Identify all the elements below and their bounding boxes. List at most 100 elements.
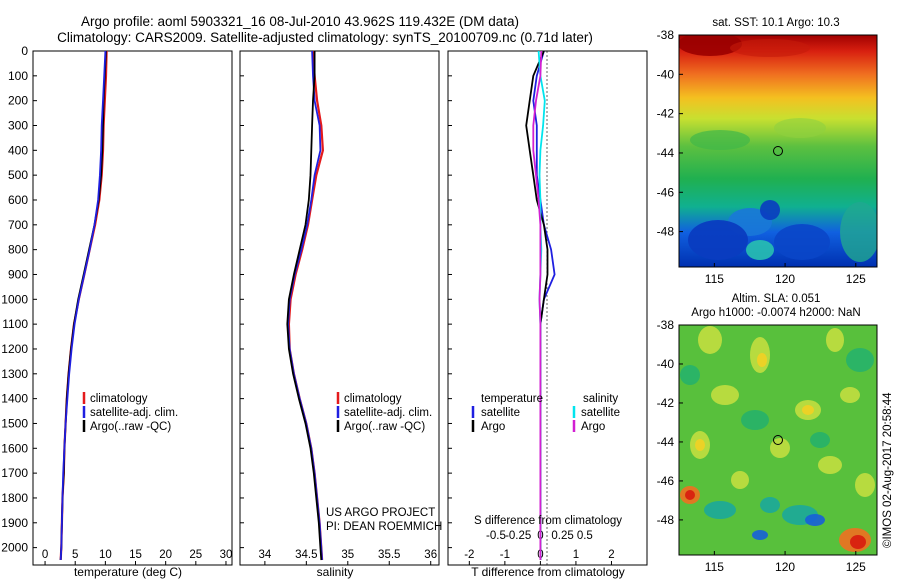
- series-line-climatology: [287, 50, 324, 561]
- sst-float-marker: [773, 146, 783, 156]
- sst-map-title: sat. SST: 10.1 Argo: 10.3: [712, 17, 839, 29]
- difference-series: [525, 50, 556, 560]
- temperature-x-ticks: 0 5 10 15 20 25 30: [42, 549, 232, 565]
- depth-tick-label: 2000: [1, 541, 28, 555]
- depth-tick-label: 1400: [1, 392, 28, 406]
- map-y-tick-label: -48: [657, 513, 675, 527]
- legend-label: Argo: [481, 421, 505, 433]
- salinity-legend: climatology satellite-adj. clim. Argo(..…: [336, 392, 432, 433]
- sst-map-frame: [678, 34, 878, 268]
- legend-label: Argo(..raw -QC): [344, 421, 425, 433]
- top-tick-label: -0.25: [505, 530, 531, 542]
- depth-tick-label: 0: [21, 44, 28, 58]
- map-x-tick-label: 115: [705, 272, 724, 286]
- depth-tick-label: 400: [8, 143, 28, 157]
- top-tick-label: -0.5: [486, 530, 506, 542]
- sst-map-y-ticks: -38 -40 -42 -44 -46 -48: [657, 28, 683, 239]
- sla-map-x-ticks: 115 120 125: [705, 551, 866, 574]
- credit-line1: US ARGO PROJECT: [326, 507, 435, 519]
- map-y-tick-label: -42: [657, 396, 675, 410]
- sst-map-x-ticks: 115 120 125: [705, 263, 866, 286]
- title-line2: Climatology: CARS2009. Satellite-adjuste…: [57, 30, 593, 45]
- x-tick-label: 36: [424, 549, 437, 561]
- x-tick-label: 34: [258, 549, 271, 561]
- legend-label: satellite-adj. clim.: [344, 407, 432, 419]
- depth-tick-label: 1900: [1, 516, 28, 530]
- map-x-tick-label: 115: [705, 560, 724, 574]
- x-tick-label: 1: [573, 549, 579, 561]
- map-x-tick-label: 120: [775, 272, 795, 286]
- map-y-tick-label: -46: [657, 185, 675, 199]
- depth-tick-label: 300: [8, 118, 28, 132]
- temperature-axes: [32, 50, 233, 566]
- legend-label: satellite: [581, 407, 620, 419]
- x-tick-label: 20: [159, 549, 172, 561]
- map-y-tick-label: -46: [657, 474, 675, 488]
- x-tick-label: 25: [189, 549, 202, 561]
- legend-heading-temperature: temperature: [481, 393, 543, 405]
- legend-label: Argo: [581, 421, 605, 433]
- temperature-series: [59, 50, 108, 561]
- depth-tick-label: 1300: [1, 367, 28, 381]
- series-line-argo-raw-qc-: [59, 50, 107, 561]
- depth-tick-label: 1600: [1, 441, 28, 455]
- series-line-argo-raw-qc-: [286, 51, 323, 561]
- depth-tick-label: 700: [8, 218, 28, 232]
- depth-tick-label: 1200: [1, 342, 28, 356]
- map-y-tick-label: -48: [657, 225, 675, 239]
- sla-map-frame: [678, 324, 878, 556]
- sla-heatmap: [679, 325, 877, 555]
- legend-label: satellite: [481, 407, 520, 419]
- x-tick-label: 34.5: [295, 549, 317, 561]
- depth-tick-label: 1800: [1, 491, 28, 505]
- difference-top-label: S difference from climatology: [474, 515, 622, 527]
- sla-map-y-ticks: -38 -40 -42 -44 -46 -48: [657, 318, 683, 527]
- x-tick-label: 2: [608, 549, 614, 561]
- map-y-tick-label: -40: [657, 357, 675, 371]
- depth-tick-label: 900: [8, 267, 28, 281]
- depth-tick-label: 1500: [1, 416, 28, 430]
- depth-tick-label: 100: [8, 69, 28, 83]
- sla-map-title2: Argo h1000: -0.0074 h2000: NaN: [691, 307, 860, 319]
- difference-x-ticks: -2 -1 0 1 2: [464, 549, 615, 565]
- depth-tick-label: 1100: [2, 317, 28, 331]
- sst-heatmap: [679, 35, 877, 267]
- map-y-tick-label: -38: [657, 28, 675, 42]
- legend-heading-salinity: salinity: [583, 393, 618, 405]
- depth-tick-label: 1000: [1, 292, 28, 306]
- difference-top-ticks: -0.5 -0.25 0 0.25 0.5: [486, 530, 593, 542]
- salinity-axes: [239, 50, 440, 566]
- map-y-tick-label: -38: [657, 318, 675, 332]
- series-line-satellite-adj-clim-: [287, 50, 323, 561]
- depth-tick-label: 200: [8, 94, 28, 108]
- sla-map-title1: Altim. SLA: 0.051: [732, 293, 821, 305]
- x-tick-label: 5: [72, 549, 78, 561]
- difference-axes: [447, 50, 648, 566]
- salinity-x-ticks: 34 34.5 35 35.5 36: [258, 549, 437, 565]
- map-x-tick-label: 125: [846, 272, 866, 286]
- x-tick-label: -1: [500, 549, 510, 561]
- legend-label: climatology: [90, 393, 148, 405]
- x-tick-label: 15: [129, 549, 142, 561]
- temperature-legend: climatology satellite-adj. clim. Argo(..…: [82, 392, 178, 433]
- x-tick-label: -2: [464, 549, 474, 561]
- series-line-climatology: [59, 50, 108, 561]
- temperature-xlabel: temperature (deg C): [74, 565, 182, 579]
- legend-label: climatology: [344, 393, 402, 405]
- top-tick-label: 0.5: [577, 530, 593, 542]
- legend-label: Argo(..raw -QC): [90, 421, 171, 433]
- series-line-satellite-adj-clim-: [59, 50, 107, 561]
- sla-float-marker: [773, 435, 783, 445]
- map-y-tick-label: -40: [657, 67, 675, 81]
- depth-tick-label: 1700: [1, 466, 28, 480]
- credit-line2: PI: DEAN ROEMMICH: [326, 521, 442, 533]
- map-y-tick-label: -44: [657, 435, 675, 449]
- series-line-t-satellite: [532, 50, 556, 560]
- difference-legend: temperature satellite Argo salinity sate…: [471, 393, 620, 433]
- salinity-xlabel: salinity: [317, 565, 354, 579]
- depth-tick-label: 800: [8, 243, 28, 257]
- depth-axis-ticks: 0 100 200 300 400 500 600 700 800 900 1000 1100 1200…: [1, 44, 452, 555]
- imos-timestamp: ©IMOS 02-Aug-2017 20:58:44: [882, 392, 894, 548]
- map-y-tick-label: -44: [657, 146, 675, 160]
